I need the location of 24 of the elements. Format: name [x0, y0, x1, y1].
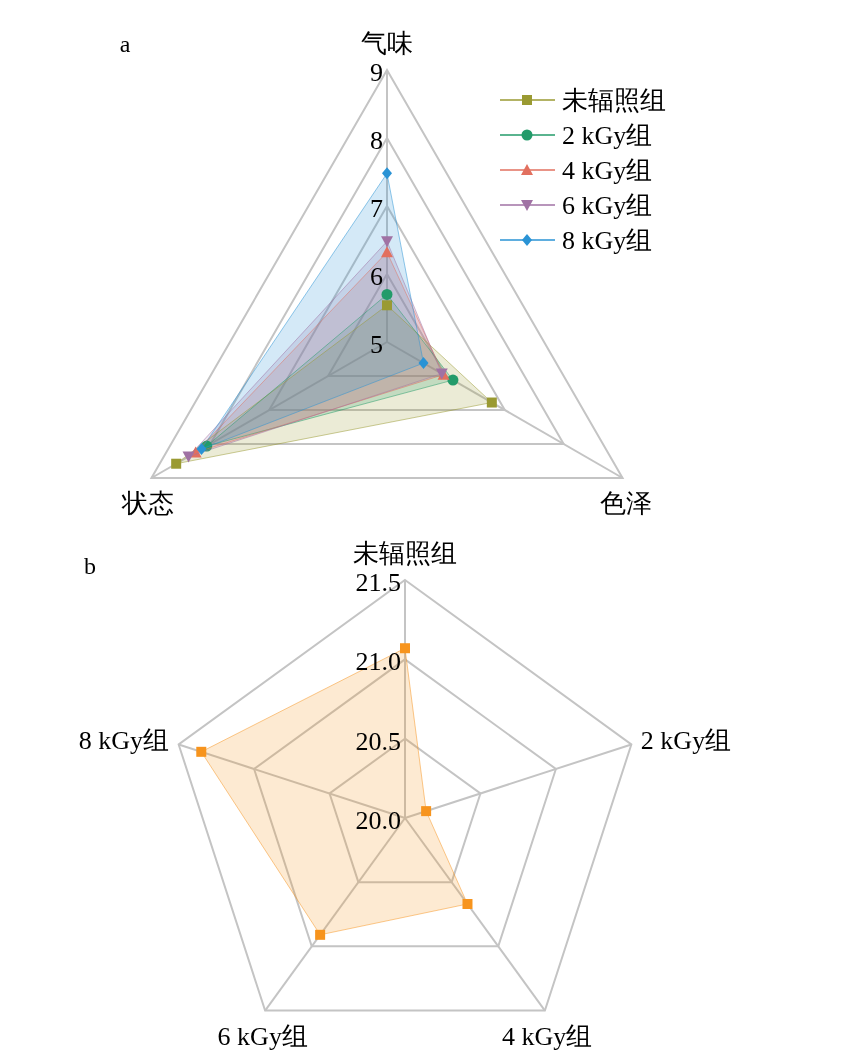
- legend-label: 未辐照组: [562, 86, 666, 115]
- spoke-label: 状态: [120, 489, 174, 518]
- spoke-label: 未辐照组: [353, 539, 457, 568]
- y-tick-label: 9: [370, 58, 383, 87]
- y-tick-label: 20.0: [355, 806, 401, 835]
- spoke-label: 8 kGy组: [78, 726, 170, 756]
- y-tick-label: 20.5: [355, 726, 401, 756]
- legend-label: 4 kGy组: [562, 156, 653, 185]
- text: b: [84, 553, 96, 579]
- y-tick-label: 5: [370, 330, 383, 359]
- spoke-label: 6 kGy组: [217, 1021, 308, 1051]
- y-tick-label: 7: [370, 194, 383, 223]
- legend-label: 8 kGy组: [562, 226, 653, 255]
- spoke-label: 2 kGy组: [640, 726, 732, 756]
- text: a: [119, 31, 131, 57]
- y-tick-label: 6: [370, 262, 383, 291]
- y-tick-label: 21.5: [355, 568, 401, 597]
- legend-label: 6 kGy组: [562, 191, 653, 220]
- y-tick-label: 8: [370, 126, 383, 155]
- legend-label: 2 kGy组: [562, 121, 653, 150]
- spoke-label: 气味: [361, 29, 413, 58]
- spoke-label: 4 kGy组: [502, 1021, 593, 1051]
- spoke-label: 色泽: [600, 489, 653, 518]
- y-tick-label: 21.0: [355, 647, 401, 677]
